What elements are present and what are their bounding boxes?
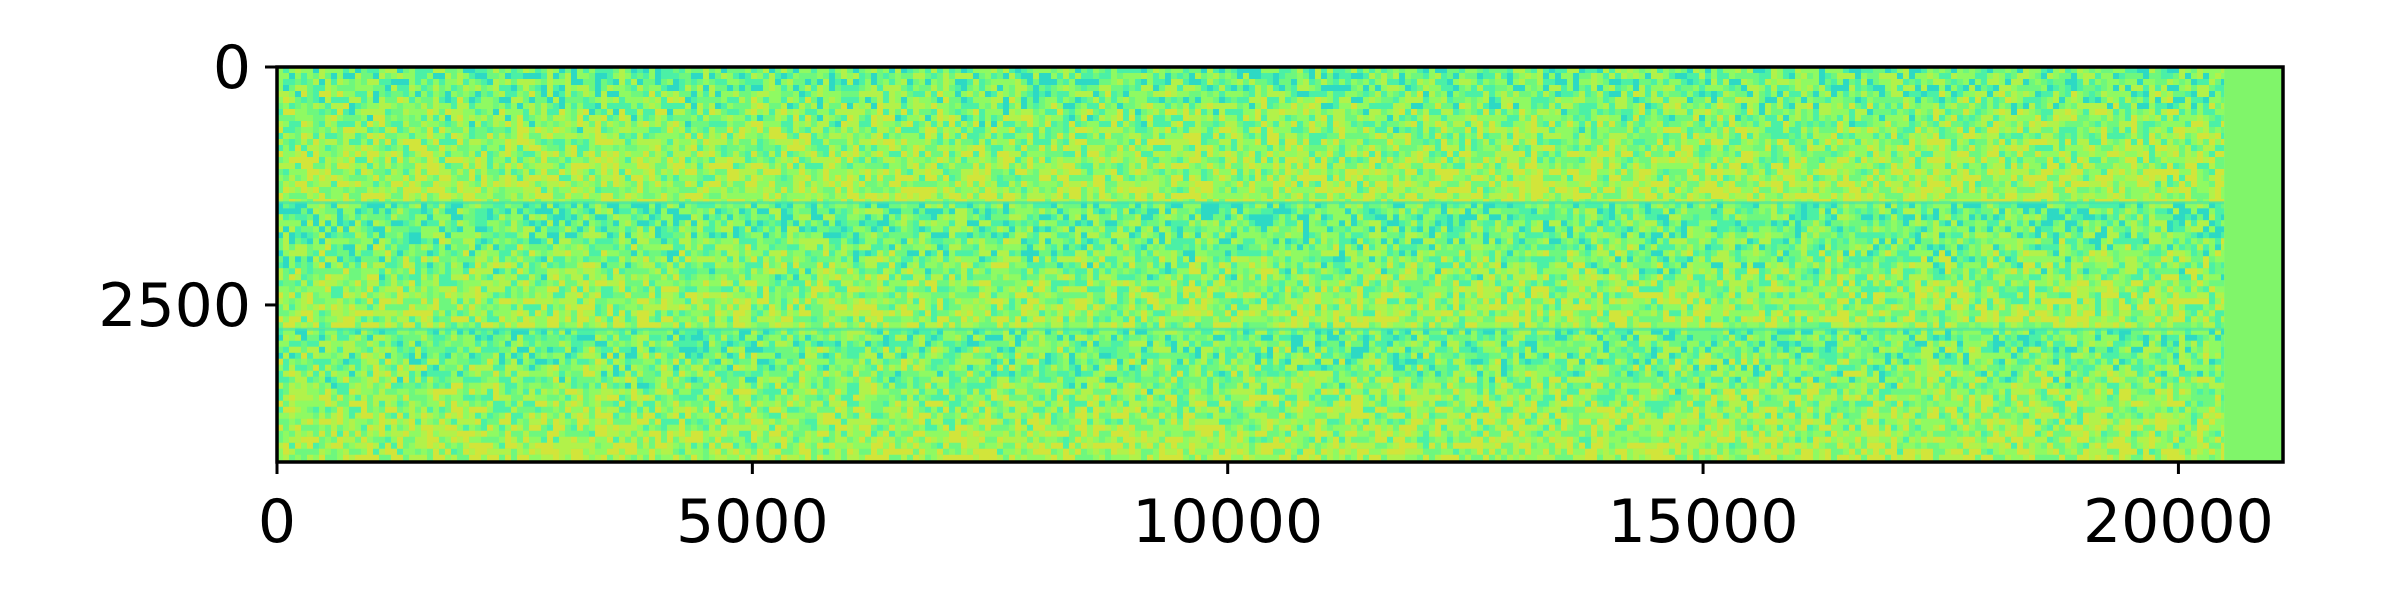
heatmap-cells-level-0 <box>277 67 2225 395</box>
heatmap-cells-level-4 <box>277 67 2225 462</box>
x-tick-label: 20000 <box>2083 487 2274 557</box>
band-boundary-1 <box>277 201 2225 205</box>
x-tick-label: 0 <box>258 487 296 557</box>
x-tick-label: 5000 <box>676 487 829 557</box>
heatmap-cells-level-5 <box>277 91 2225 462</box>
x-tick-label: 15000 <box>1608 487 1799 557</box>
heatmap-cells-level-3 <box>277 67 2225 462</box>
y-tick-label: 0 <box>213 33 251 103</box>
plot-frame <box>275 65 2285 464</box>
heatmap-image <box>277 67 2283 462</box>
y-tick-label: 2500 <box>98 271 251 341</box>
x-axis: 0 5000 10000 15000 20000 <box>258 462 2274 557</box>
x-tick-label: 10000 <box>1132 487 1323 557</box>
band-boundary-2 <box>277 327 2225 331</box>
heatmap-cells-level-2 <box>277 67 2225 462</box>
heatmap-empty-region <box>2224 67 2283 462</box>
heatmap-cells-level-1 <box>277 67 2225 455</box>
y-axis: 0 2500 <box>98 33 277 341</box>
